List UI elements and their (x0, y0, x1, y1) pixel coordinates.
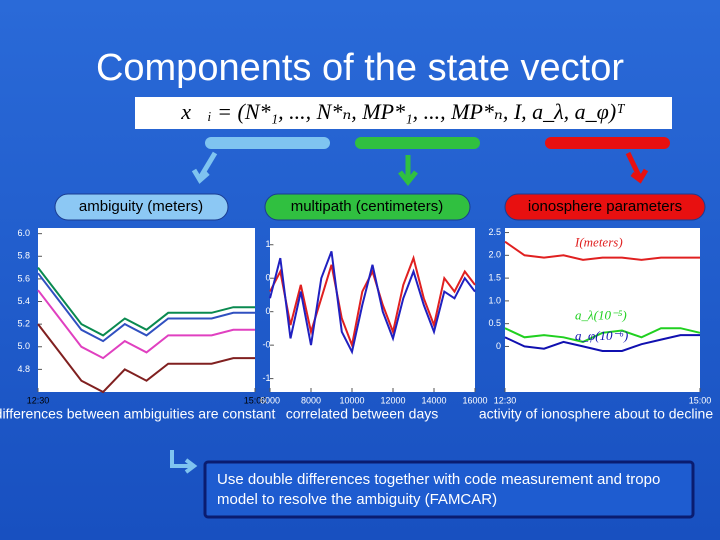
plot-area (505, 228, 700, 392)
label-pill (504, 193, 706, 221)
x-tick-label: 10000 (339, 395, 364, 405)
y-tick-label: 4.8 (17, 364, 30, 374)
label-pill (54, 193, 229, 221)
series-line (269, 251, 476, 355)
y-tick-label: 5.4 (17, 296, 30, 306)
label-pill (264, 193, 471, 221)
group-bar (355, 137, 480, 149)
arrow (191, 151, 218, 184)
series-line (37, 289, 255, 360)
conclusion: Use double differences together with cod… (217, 471, 660, 508)
note: differences between ambiguities are cons… (0, 406, 275, 422)
y-tick-label: 2.5 (488, 227, 501, 237)
x-tick-label: 15:00 (689, 395, 712, 405)
x-tick-label: 15:00 (244, 395, 267, 405)
group-bar (545, 137, 670, 149)
y-tick-label: -0.5 (262, 340, 278, 350)
y-tick-label: -1.0 (262, 373, 278, 383)
title: Components of the state vector (96, 47, 624, 89)
x-tick-label: 8000 (301, 395, 321, 405)
formula-box (135, 97, 672, 129)
y-tick-label: 5.2 (17, 319, 30, 329)
note: correlated between days (286, 406, 439, 422)
annotation: a_λ(10⁻⁵) (575, 307, 627, 322)
y-tick-label: 2.0 (488, 250, 501, 260)
y-tick-label: 1.0 (265, 239, 278, 249)
y-tick-label: 5.8 (17, 251, 30, 261)
series-line (37, 272, 255, 343)
plot-area (270, 228, 475, 392)
y-tick-label: 0.0 (265, 306, 278, 316)
y-tick-label: 6.0 (17, 228, 30, 238)
x-tick-label: 12:30 (494, 395, 517, 405)
arrow (625, 151, 649, 184)
y-tick-label: 1.5 (488, 272, 501, 282)
series-line (269, 254, 476, 349)
annotation: I(meters) (574, 235, 623, 250)
y-tick-label: 0 (496, 341, 501, 351)
series-line (504, 334, 700, 352)
y-tick-label: 0.5 (488, 318, 501, 328)
x-tick-label: 6000 (260, 395, 280, 405)
y-tick-label: 5.0 (17, 341, 30, 351)
y-tick-label: 0.5 (265, 273, 278, 283)
note: activity of ionosphere about to decline (479, 406, 713, 422)
arrow (398, 155, 418, 187)
label: ambiguity (meters) (79, 198, 203, 215)
series-line (504, 327, 701, 343)
series-line (504, 240, 700, 261)
label: multipath (centimeters) (291, 198, 444, 215)
x-tick-label: 16000 (462, 395, 487, 405)
label: ionosphere parameters (528, 198, 682, 215)
conclusion-box (203, 460, 695, 519)
arrow (170, 450, 198, 474)
series-line (37, 323, 255, 394)
y-tick-label: 1.0 (488, 295, 501, 305)
series-line (37, 266, 255, 337)
annotation: a_φ(10⁻⁶) (575, 328, 628, 343)
x-tick-label: 12000 (380, 395, 405, 405)
x-tick-label: 12:30 (27, 395, 50, 405)
formula: x⃗ᵢ = (N*₁, ..., N*ₙ, MP*₁, ..., MP*ₙ, I… (180, 99, 625, 124)
x-tick-label: 14000 (421, 395, 446, 405)
group-bar (205, 137, 330, 149)
y-tick-label: 5.6 (17, 273, 30, 283)
